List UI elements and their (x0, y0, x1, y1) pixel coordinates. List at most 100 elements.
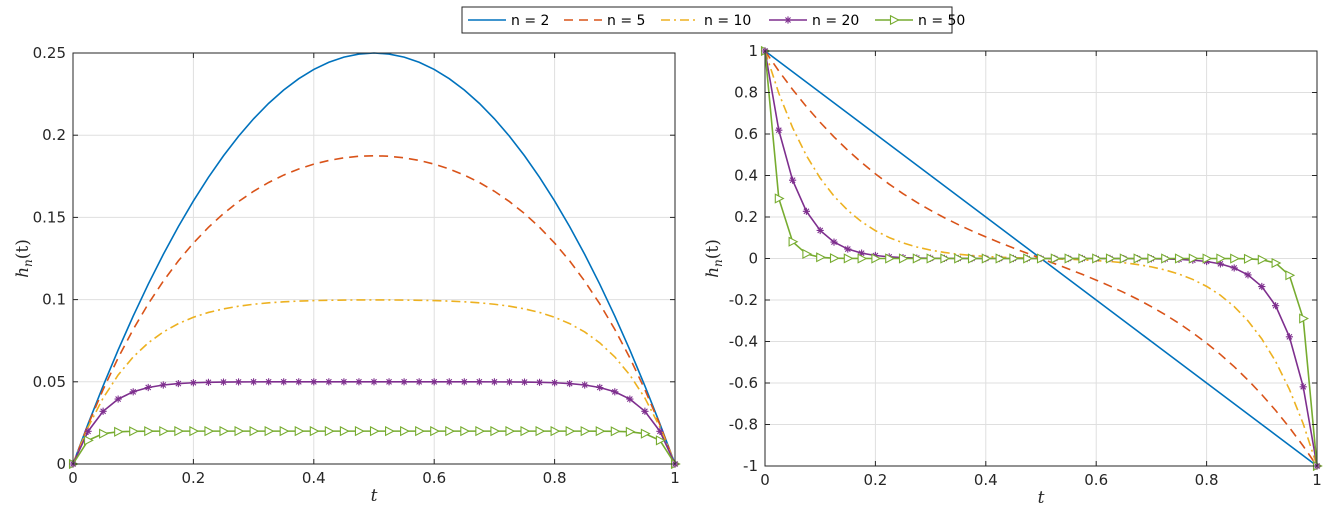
y-tick-label: 0.15 (33, 208, 66, 226)
series-marker-n50 (816, 252, 826, 263)
series-marker-n20 (1299, 383, 1307, 391)
series-marker-n50 (1064, 253, 1075, 264)
series-marker-n50 (234, 426, 245, 437)
series-marker-n50 (490, 426, 501, 437)
series-marker-n20 (144, 383, 152, 392)
series-marker-n50 (995, 253, 1006, 264)
series-marker-n50 (1188, 253, 1199, 264)
series-marker-n50 (159, 426, 170, 437)
series-marker-n50 (264, 426, 275, 437)
y-tick-label: -0.8 (729, 416, 758, 434)
series-line-n2 (72, 52, 676, 465)
series-marker-n50 (1216, 253, 1227, 264)
series-marker-n50 (369, 426, 380, 437)
y-tick-label: -0.4 (729, 333, 758, 351)
series-marker-n50 (857, 253, 868, 264)
series-marker-n50 (505, 426, 516, 437)
legend: n = 2 n = 5 n = 10 n = 20 n = 50 (461, 6, 965, 34)
series-marker-n20 (641, 407, 649, 415)
y-tick-label: -0.2 (729, 291, 758, 309)
series-marker-n20 (1285, 333, 1293, 341)
series-line-n20 (72, 381, 676, 465)
series-marker-n50 (1202, 253, 1213, 264)
series-marker-n50 (279, 426, 290, 437)
chart-panel-2: 0 0.2 0.4 0.6 0.8 1 -1 -0.8 -0.6 -0.4 -0.2 0 0.2 0.4 0… (703, 42, 1323, 508)
series-marker-n20 (802, 207, 810, 215)
series-marker-n50 (294, 426, 305, 437)
legend-marker (784, 16, 792, 24)
x-tick-label: 0.6 (1084, 471, 1108, 489)
series-marker-n50 (1092, 253, 1102, 264)
series-marker-n50 (1078, 253, 1089, 264)
series-marker-n50 (1299, 313, 1309, 324)
series-marker-n50 (1119, 253, 1130, 264)
series-marker-n50 (114, 426, 124, 437)
x-tick-label: 1 (670, 469, 680, 487)
series-marker-n20 (415, 378, 423, 386)
axes-frame (72, 52, 676, 465)
series-marker-n50 (802, 248, 813, 260)
x-tick-label: 0.2 (181, 469, 205, 487)
series-marker-n50 (535, 426, 546, 437)
series-marker-n20 (858, 249, 866, 257)
series-marker-n50 (625, 426, 636, 437)
series-marker-n20 (250, 378, 258, 386)
series-marker-n20 (99, 407, 107, 415)
x-axis-label: t (1038, 488, 1045, 508)
y-tick-label: -1 (743, 457, 758, 475)
x-tick-label: 0.6 (422, 469, 446, 487)
y-tick-label: 0 (56, 455, 66, 473)
series-marker-n50 (954, 253, 964, 264)
y-tick-label: 0.1 (42, 291, 66, 309)
series-marker-n50 (430, 426, 440, 437)
series-marker-n20 (581, 381, 589, 389)
series-marker-n50 (610, 426, 621, 437)
series-marker-n50 (580, 426, 591, 437)
series-marker-n50 (1147, 253, 1158, 264)
series-marker-n50 (912, 253, 923, 264)
series-marker-n50 (595, 426, 606, 437)
series-marker-n20 (189, 379, 197, 387)
series-marker-n20 (566, 379, 574, 388)
x-tick-label: 0.2 (863, 471, 887, 489)
series-marker-n20 (370, 378, 378, 386)
series-marker-n20 (656, 427, 664, 435)
series-marker-n50 (1174, 253, 1185, 264)
x-tick-label: 0.4 (974, 471, 998, 489)
series-marker-n20 (114, 395, 122, 403)
series-marker-n50 (520, 426, 531, 437)
series-marker-n50 (415, 426, 425, 437)
series-marker-n50 (550, 426, 561, 437)
series-marker-n20 (385, 378, 393, 386)
y-tick-label: 0.4 (734, 167, 758, 185)
series-marker-n50 (1036, 253, 1047, 264)
series-marker-n20 (295, 378, 303, 386)
series-marker-n20 (626, 395, 634, 403)
series-marker-n20 (535, 378, 544, 386)
series-marker-n20 (355, 378, 363, 386)
x-tick-label: 0 (760, 471, 770, 489)
series-marker-n20 (490, 378, 498, 386)
series-marker-n50 (189, 426, 200, 437)
y-tick-label: 0.25 (33, 44, 66, 62)
x-tick-label: 0.8 (543, 469, 567, 487)
series-marker-n20 (129, 388, 137, 396)
series-marker-n20 (1258, 282, 1266, 291)
series-marker-n50 (981, 253, 992, 264)
legend-box (461, 6, 953, 34)
series-line-n50 (72, 430, 676, 465)
series-marker-n50 (84, 435, 94, 446)
series-marker-n50 (940, 253, 951, 264)
series-line-n10 (72, 299, 676, 465)
series-marker-n50 (400, 426, 410, 437)
y-axis-label: hn(t) (13, 239, 35, 278)
series-marker-n20 (340, 378, 348, 386)
series-marker-n20 (234, 378, 243, 386)
series-marker-n20 (596, 383, 604, 392)
series-marker-n20 (400, 378, 408, 386)
series-marker-n20 (204, 378, 213, 386)
series-marker-n50 (339, 426, 350, 437)
series-marker-n50 (655, 435, 666, 446)
y-tick-label: 1 (748, 42, 758, 60)
